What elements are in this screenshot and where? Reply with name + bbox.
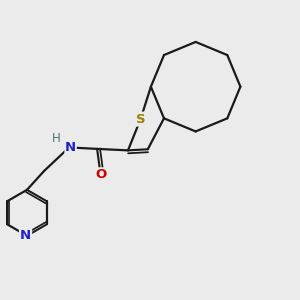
Text: N: N	[65, 141, 76, 154]
Text: O: O	[95, 168, 106, 181]
Text: N: N	[20, 229, 31, 242]
Text: H: H	[52, 132, 61, 145]
Text: S: S	[136, 112, 146, 126]
